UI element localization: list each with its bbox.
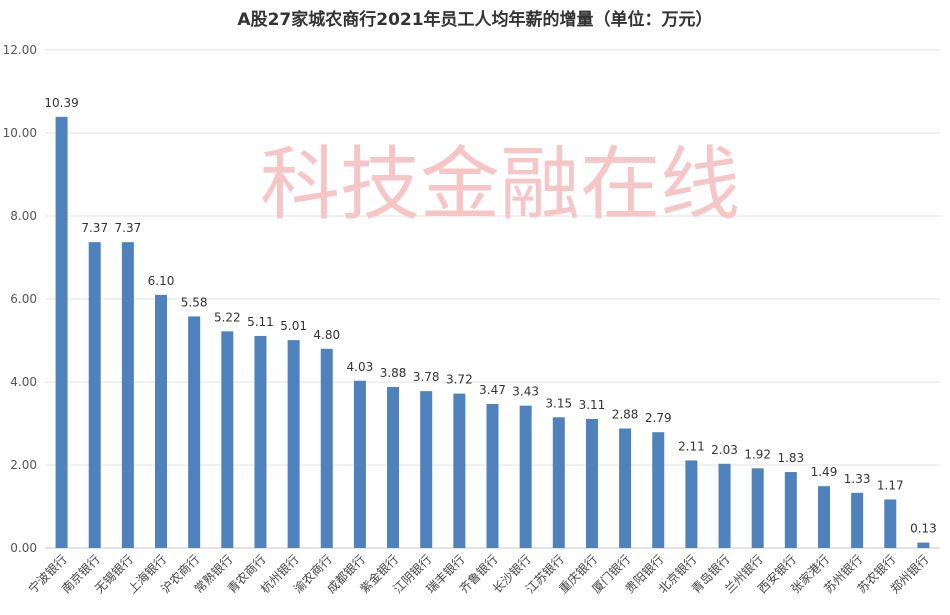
data-label: 10.39 — [44, 96, 78, 110]
bar — [486, 403, 499, 548]
data-label: 5.22 — [214, 310, 241, 324]
bar — [188, 316, 201, 548]
data-label: 0.13 — [910, 522, 937, 536]
data-label: 2.03 — [711, 443, 738, 457]
data-label: 3.43 — [512, 385, 539, 399]
bar — [155, 294, 168, 548]
bar — [917, 542, 930, 548]
bar — [254, 335, 267, 548]
bar — [619, 428, 632, 548]
watermark: 科技金融在线 — [260, 138, 740, 231]
data-label: 5.58 — [181, 295, 208, 309]
bar — [784, 472, 797, 548]
data-label: 3.47 — [479, 383, 506, 397]
data-label: 4.80 — [313, 328, 340, 342]
bar — [884, 499, 897, 548]
data-label: 2.11 — [678, 439, 705, 453]
y-tick-label: 8.00 — [10, 209, 37, 223]
data-label: 3.11 — [579, 398, 606, 412]
bar — [652, 432, 665, 548]
y-tick-label: 12.00 — [3, 43, 37, 57]
bar — [585, 418, 598, 548]
bar — [552, 417, 565, 548]
y-tick-label: 2.00 — [10, 458, 37, 472]
bar — [88, 242, 101, 548]
data-label: 2.79 — [645, 411, 672, 425]
data-label: 1.83 — [777, 451, 804, 465]
bar — [55, 116, 68, 548]
y-tick-label: 6.00 — [10, 292, 37, 306]
data-label: 3.88 — [380, 366, 407, 380]
data-label: 3.78 — [413, 370, 440, 384]
bar — [519, 405, 532, 548]
bar — [453, 393, 466, 548]
y-tick-label: 0.00 — [10, 541, 37, 555]
data-label: 7.37 — [115, 221, 142, 235]
bar — [121, 242, 134, 548]
bar — [718, 463, 731, 548]
bar — [287, 340, 300, 548]
data-label: 3.72 — [446, 373, 473, 387]
bar — [751, 468, 764, 548]
data-label: 3.15 — [545, 396, 572, 410]
data-label: 6.10 — [148, 274, 175, 288]
bar — [851, 492, 864, 548]
bar — [353, 380, 366, 548]
chart-title: A股27家城农商行2021年员工人均年薪的增量（单位：万元） — [237, 9, 712, 30]
data-label: 7.37 — [81, 221, 108, 235]
bar — [420, 391, 433, 548]
data-label: 2.88 — [612, 407, 639, 421]
bar — [221, 331, 234, 548]
data-label: 1.33 — [844, 472, 871, 486]
y-tick-label: 4.00 — [10, 375, 37, 389]
data-label: 5.11 — [247, 315, 274, 329]
data-label: 1.92 — [744, 447, 771, 461]
data-label: 1.17 — [877, 478, 904, 492]
y-tick-label: 10.00 — [3, 126, 37, 140]
data-label: 5.01 — [280, 319, 307, 333]
bar — [387, 386, 400, 548]
data-label: 4.03 — [347, 360, 374, 374]
bar — [817, 486, 830, 548]
bar — [685, 460, 698, 548]
bar — [320, 348, 333, 548]
data-label: 1.49 — [811, 465, 838, 479]
